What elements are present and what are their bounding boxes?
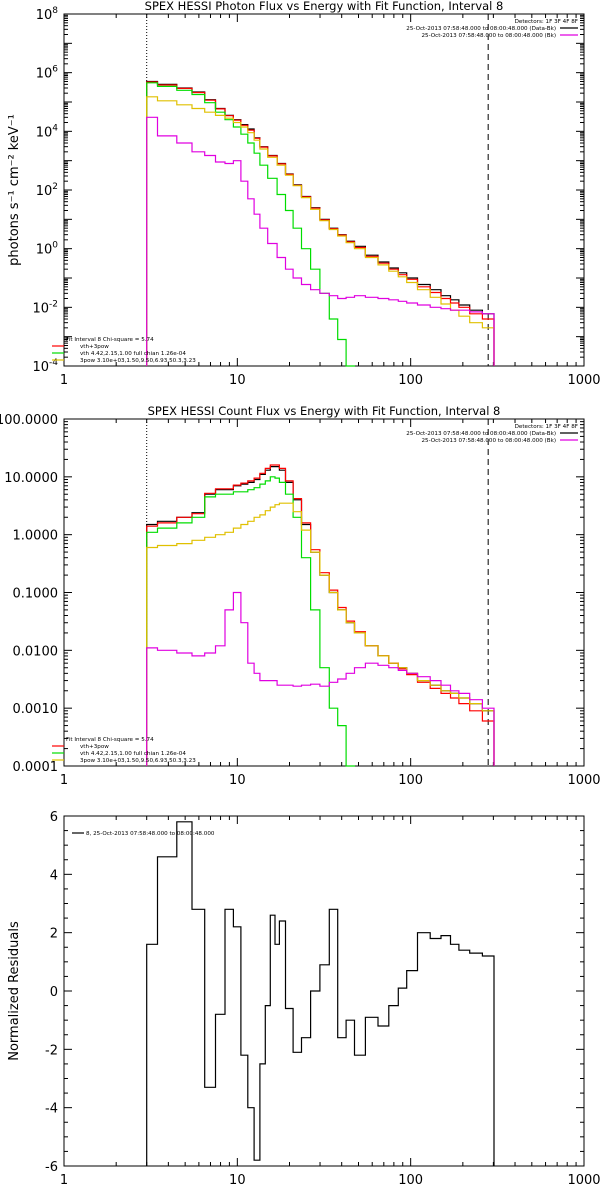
y-tick-label: 0	[50, 985, 58, 1000]
y-tick-label: 0.0001	[13, 760, 59, 775]
plot-frame	[63, 13, 585, 367]
y-tick-label: 0.0010	[13, 702, 59, 717]
x-tick-label: 100	[398, 373, 423, 388]
series-line-black	[146, 821, 495, 1166]
y-tick-label: 0.1000	[13, 587, 59, 602]
y-tick-label: -4	[45, 1102, 58, 1117]
legend-entry: 8, 25-Oct-2013 07:58:48.000 to 08:00:48.…	[86, 831, 215, 837]
legend-entry: 3pow 3.10e+03,1.50,9.50,6.93,50.3,3.23	[80, 358, 196, 364]
series-line-yellow	[146, 502, 495, 766]
y-tick-label: 10-2	[32, 299, 58, 316]
y-tick-label: 106	[36, 65, 59, 82]
legend-entry: 25-Oct-2013 07:58:48.000 to 08:00:48.000…	[406, 26, 556, 32]
series-line-green	[146, 82, 355, 367]
legend-entry: 25-Oct-2013 07:58:48.000 to 08:00:48.000…	[406, 431, 556, 437]
x-tick-label: 10	[229, 773, 246, 788]
y-tick-label: -6	[45, 1160, 58, 1175]
chart-residuals: 1 10 100 1000 -6 -4 -2 0 2 4 6 Normalized Residuals…	[7, 810, 600, 1188]
x-tick-label: 1000	[567, 373, 600, 388]
chart-title: SPEX HESSI Count Flux vs Energy with Fit…	[148, 404, 501, 418]
x-tick-label: 1000	[567, 1173, 600, 1188]
series-line-black	[146, 80, 495, 366]
legend-entry: 3pow 3.10e+03,1.50,9.50,6.93,50.3,3.23	[80, 758, 196, 764]
y-tick-label: 2	[50, 927, 58, 942]
series-line-magenta	[146, 591, 495, 766]
chart-count: SPEX HESSI Count Flux vs Energy with Fit…	[0, 404, 600, 788]
x-tick-label: 10	[229, 1173, 246, 1188]
y-tick-label: 10.0000	[4, 471, 58, 486]
y-tick-label: 1.0000	[13, 529, 59, 544]
series-line-red	[146, 81, 495, 366]
plot-frame	[63, 418, 585, 767]
legend-entry: Fit Interval 8 Chi-square = 5.74	[66, 337, 154, 343]
legend-entry: vth 4.42,2.15,1.00 full chian 1.26e-04	[80, 751, 186, 757]
legend-entry: 25-Oct-2013 07:58:48.000 to 08:00:48.000…	[421, 33, 556, 39]
chart-title: SPEX HESSI Photon Flux vs Energy with Fi…	[145, 0, 504, 13]
y-tick-label: -2	[45, 1043, 58, 1058]
series-line-magenta	[146, 116, 495, 366]
x-tick-label: 1	[60, 373, 68, 388]
plot-frame	[63, 815, 585, 1167]
y-tick-label: 100.0000	[0, 413, 58, 428]
y-tick-label: 100	[36, 241, 59, 258]
chart-photon: SPEX HESSI Photon Flux vs Energy with Fi…	[7, 0, 600, 388]
y-tick-label: 0.0100	[13, 644, 59, 659]
y-tick-label: 102	[36, 182, 58, 199]
x-tick-label: 100	[398, 1173, 423, 1188]
legend-entry: Detectors: 1F 3F 4F 8F	[515, 424, 578, 430]
legend-entry: vth+3pow	[80, 744, 109, 750]
legend-entry: Fit Interval 8 Chi-square = 5.74	[66, 737, 154, 743]
x-tick-label: 1	[60, 1173, 68, 1188]
legend-entry: 25-Oct-2013 07:58:48.000 to 08:00:48.000…	[421, 438, 556, 444]
y-tick-label: 6	[50, 810, 58, 825]
x-tick-label: 1000	[567, 773, 600, 788]
x-tick-label: 10	[229, 373, 246, 388]
y-tick-label: 4	[50, 868, 58, 883]
y-axis-label: photons s⁻¹ cm⁻² keV⁻¹	[7, 114, 22, 266]
y-axis-label: Normalized Residuals	[7, 921, 22, 1061]
series-line-green	[146, 476, 355, 767]
y-tick-label: 104	[36, 123, 59, 140]
legend-entry: Detectors: 1F 3F 4F 8F	[515, 19, 578, 25]
x-tick-label: 1	[60, 773, 68, 788]
legend-entry: vth+3pow	[80, 344, 109, 350]
y-tick-label: 10-4	[32, 358, 58, 375]
x-tick-label: 100	[398, 773, 423, 788]
legend-entry: vth 4.42,2.15,1.00 full chian 1.26e-04	[80, 351, 186, 357]
series-line-yellow	[146, 96, 495, 366]
y-tick-label: 108	[36, 6, 59, 23]
